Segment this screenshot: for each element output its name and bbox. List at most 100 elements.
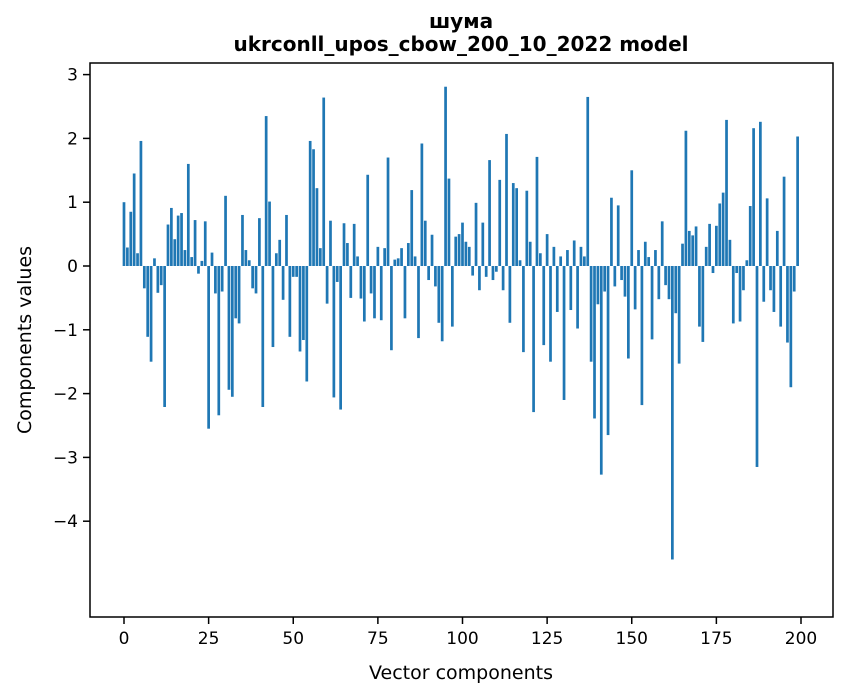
x-tick-label: 200 <box>785 629 817 649</box>
bar <box>173 239 177 266</box>
bar <box>366 174 370 266</box>
bar <box>545 234 549 266</box>
bar <box>268 201 271 266</box>
bar <box>146 266 150 337</box>
bar <box>193 220 197 266</box>
bar <box>647 257 651 266</box>
y-tick-label: 3 <box>67 66 78 86</box>
bar <box>200 260 204 266</box>
bar <box>488 160 491 266</box>
bar <box>285 214 288 266</box>
bar <box>657 266 661 300</box>
bar <box>640 266 644 406</box>
bar <box>589 266 593 362</box>
bar <box>166 224 170 266</box>
bar <box>559 256 563 266</box>
bar <box>789 266 793 388</box>
bar <box>329 220 332 266</box>
bar <box>501 266 505 291</box>
bar <box>369 266 373 294</box>
bar <box>153 258 156 266</box>
bar <box>505 133 508 266</box>
bar <box>623 266 627 297</box>
bar <box>183 250 187 266</box>
bar <box>698 266 701 327</box>
bar <box>298 266 302 352</box>
bar <box>450 266 454 327</box>
bar <box>759 121 762 266</box>
bar <box>359 266 363 299</box>
bar <box>386 157 390 266</box>
bar <box>315 188 319 266</box>
y-tick-label: −4 <box>53 512 78 532</box>
bar <box>671 266 674 560</box>
bar <box>769 266 772 291</box>
bar <box>403 266 407 319</box>
bar <box>142 266 146 289</box>
x-tick-label: 175 <box>700 629 732 649</box>
bar <box>349 266 353 298</box>
bar <box>217 266 221 416</box>
bar <box>467 246 471 266</box>
bar <box>674 266 678 314</box>
x-tick-label: 25 <box>198 629 220 649</box>
axes-spines <box>89 62 834 618</box>
bar <box>190 257 194 266</box>
bar <box>122 202 126 266</box>
bar <box>444 86 447 266</box>
bar <box>180 213 183 266</box>
bar <box>339 266 342 410</box>
bar <box>535 156 539 266</box>
bar <box>400 248 403 266</box>
bar <box>684 130 688 266</box>
bar <box>126 247 129 266</box>
bar <box>494 266 498 272</box>
y-tick-label: −1 <box>53 321 78 341</box>
bar <box>586 96 590 267</box>
bar <box>478 266 481 291</box>
bar <box>572 240 576 266</box>
bar <box>254 266 258 294</box>
bar <box>234 266 238 319</box>
bar <box>312 149 315 266</box>
bar <box>170 207 173 266</box>
bar <box>511 183 515 266</box>
bar <box>423 220 427 266</box>
bar <box>596 266 600 305</box>
bar <box>346 243 349 266</box>
bar <box>308 140 312 266</box>
bar <box>681 243 684 266</box>
bar <box>508 266 512 323</box>
bar <box>792 266 796 292</box>
bar <box>332 266 336 398</box>
bar <box>373 266 376 319</box>
bar <box>704 246 708 266</box>
bar <box>132 173 136 266</box>
bar <box>650 266 654 340</box>
bar <box>633 266 637 310</box>
bar <box>708 223 711 266</box>
bar <box>214 266 217 294</box>
bar <box>129 211 133 266</box>
x-axis-ticks: 0 25 50 75 100 125 150 175 200 <box>119 617 817 649</box>
bar <box>532 266 535 413</box>
x-tick-label: 0 <box>119 629 130 649</box>
bar <box>136 253 139 266</box>
bar <box>779 266 783 327</box>
bar <box>457 234 461 266</box>
bar <box>583 256 586 266</box>
bar <box>562 266 566 400</box>
bar <box>711 266 715 274</box>
bar <box>569 266 573 311</box>
bar <box>274 253 278 266</box>
bar <box>599 266 603 475</box>
bar <box>748 206 752 266</box>
bar <box>420 143 424 266</box>
bar <box>159 266 163 286</box>
bar <box>481 222 485 266</box>
bar <box>241 214 244 266</box>
bar <box>390 266 393 351</box>
bar <box>610 197 613 266</box>
bar <box>654 250 657 266</box>
